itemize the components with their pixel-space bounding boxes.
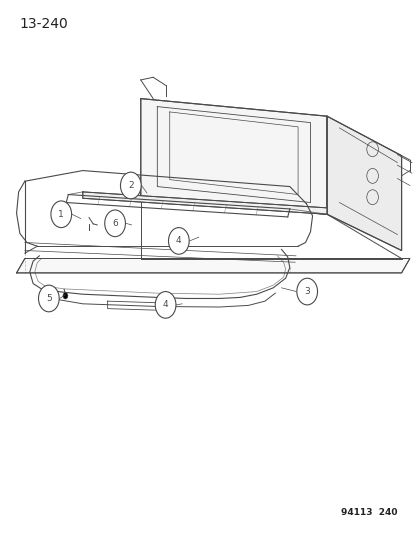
Text: 13-240: 13-240	[20, 17, 69, 31]
Polygon shape	[83, 192, 326, 214]
Polygon shape	[140, 99, 326, 214]
Text: 1: 1	[58, 210, 64, 219]
Circle shape	[155, 292, 176, 318]
Polygon shape	[17, 259, 409, 273]
Text: 4: 4	[162, 301, 168, 309]
Text: 2: 2	[128, 181, 133, 190]
Circle shape	[120, 172, 141, 199]
Circle shape	[104, 210, 125, 237]
Text: 94113  240: 94113 240	[340, 508, 396, 517]
Circle shape	[38, 285, 59, 312]
Text: 3: 3	[304, 287, 309, 296]
Circle shape	[63, 293, 68, 299]
Polygon shape	[326, 116, 401, 251]
Circle shape	[168, 228, 189, 254]
Circle shape	[296, 278, 317, 305]
Text: 5: 5	[46, 294, 52, 303]
Circle shape	[51, 201, 71, 228]
Text: 4: 4	[176, 237, 181, 245]
Text: 6: 6	[112, 219, 118, 228]
